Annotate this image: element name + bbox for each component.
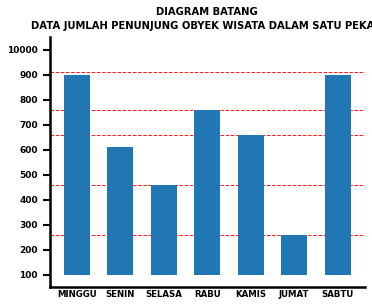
Bar (238, 135, 264, 275)
Bar (194, 110, 220, 275)
Title: DIAGRAM BATANG
DATA JUMLAH PENUNJUNG OBYEK WISATA DALAM SATU PEKAN: DIAGRAM BATANG DATA JUMLAH PENUNJUNG OBY… (31, 7, 372, 31)
Bar (107, 147, 134, 275)
Bar (281, 235, 307, 275)
Bar (64, 75, 90, 275)
Bar (325, 75, 351, 275)
Bar (151, 185, 177, 275)
